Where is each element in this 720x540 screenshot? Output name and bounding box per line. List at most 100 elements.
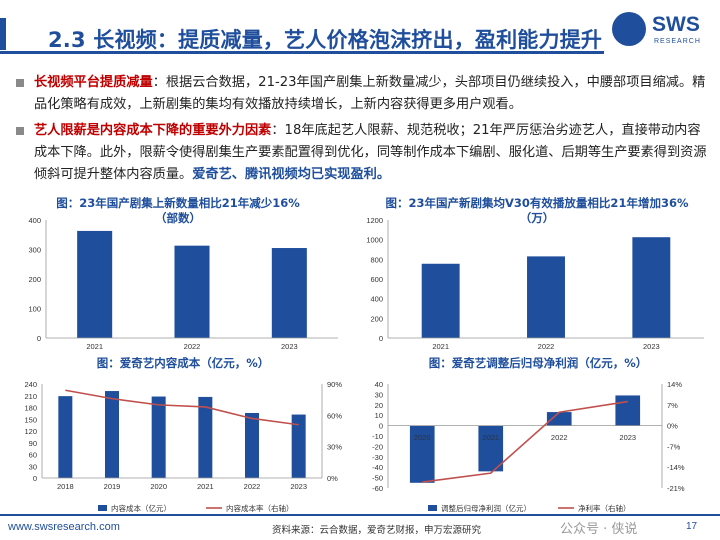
y-tick-label: 60 — [29, 451, 37, 460]
bar — [632, 237, 671, 338]
title-accent — [0, 18, 6, 50]
footer-source: 资料来源：云合数据，爱奇艺财报，申万宏源研究 — [272, 525, 482, 536]
y-tick-label: 600 — [370, 275, 383, 284]
y-tick-label: 0 — [379, 334, 383, 343]
y-tick-label: 1200 — [366, 216, 383, 225]
y-tick-label: 400 — [28, 216, 41, 225]
y-tick-label: 1000 — [366, 236, 383, 245]
y-tick-label: -20 — [372, 442, 383, 451]
x-tick-label: 2018 — [57, 482, 74, 491]
y-tick-label: 200 — [28, 275, 41, 284]
legend-bar-swatch — [98, 505, 107, 511]
chart-net-profit: 图：爱奇艺调整后归母净利润（亿元，%） -60 -50 -40 -30 -20 -10 0 1… — [362, 356, 714, 514]
y-tick-label: -50 — [372, 474, 383, 483]
y2-tick-label: 0% — [667, 422, 678, 431]
bar — [291, 414, 306, 478]
bullet-body: ：根据云合数据，21-23年国产剧集上新数量减少，头部项目仍继续投入，中腰部项目… — [34, 75, 706, 112]
y-tick-label: 90 — [29, 439, 37, 448]
y2-tick-label: -21% — [667, 484, 685, 493]
bullet-list: 长视频平台提质减量：根据云合数据，21-23年国产剧集上新数量减少，头部项目仍继… — [10, 72, 710, 190]
y-tick-label: 180 — [24, 404, 37, 413]
y-tick-label: 10 — [375, 411, 383, 420]
x-tick-label: 2023 — [281, 342, 298, 351]
bullet-item: 长视频平台提质减量：根据云合数据，21-23年国产剧集上新数量减少，头部项目仍继… — [10, 72, 710, 116]
x-tick-label: 2020 — [414, 433, 431, 442]
bar — [546, 412, 572, 426]
slide-header: 2.3 长视频：提质减量，艺人价格泡沫挤出，盈利能力提升 SWS RESEARC… — [0, 0, 720, 64]
y-tick-label: 20 — [375, 401, 383, 410]
x-tick-label: 2023 — [643, 342, 660, 351]
x-tick-label: 2021 — [86, 342, 103, 351]
chart-content-cost: 图：爱奇艺内容成本（亿元，%） 0 30 60 90 120 150 180 210 240 20… — [8, 356, 358, 514]
page-number: 17 — [686, 521, 698, 532]
bar — [174, 245, 210, 338]
chart-title: 图：爱奇艺内容成本（亿元，%） — [96, 356, 270, 370]
chart-drama-count: 图：23年国产剧集上新数量相比21年减少16%（部数） 0 100 200 300 40… — [8, 196, 348, 354]
y-tick-label: -60 — [372, 484, 383, 493]
bullet-lead: 艺人限薪是内容成本下降的重要外力因素 — [34, 123, 272, 138]
chart-title: 图：23年国产剧集上新数量相比21年减少16%（部数） — [56, 196, 300, 225]
x-tick-label: 2022 — [184, 342, 201, 351]
y2-tick-label: 30% — [327, 443, 342, 452]
y-tick-label: 210 — [24, 392, 37, 401]
y-tick-label: 100 — [28, 305, 41, 314]
legend-bar-swatch — [428, 505, 437, 511]
y-tick-label: -40 — [372, 463, 383, 472]
y-tick-label: 120 — [24, 427, 37, 436]
y-tick-label: 40 — [375, 380, 383, 389]
x-tick-label: 2022 — [551, 433, 568, 442]
footer-divider — [0, 514, 720, 516]
logo-globe-icon — [612, 12, 646, 46]
chart-svg: 0 200 400 600 800 1000 1200 2021 2022 2023 — [366, 216, 704, 351]
y-tick-label: 240 — [24, 380, 37, 389]
y-tick-label: 30 — [375, 390, 383, 399]
y-tick-label: 150 — [24, 415, 37, 424]
chart-episode-views: 图：23年国产新剧集均V30有效播放量相比21年增加36%（万） 0 200 400… — [362, 196, 712, 354]
y-tick-label: 300 — [28, 246, 41, 255]
y2-tick-label: 7% — [667, 401, 678, 410]
y-tick-label: 800 — [370, 255, 383, 264]
legend-line-label: 内容成本率（右轴） — [226, 503, 294, 513]
bar — [151, 396, 166, 478]
bullet-tail: 爱奇艺、腾讯视频均已实现盈利。 — [192, 167, 391, 182]
y-tick-label: 0 — [379, 422, 383, 431]
x-tick-label: 2021 — [197, 482, 214, 491]
y2-tick-label: 0% — [327, 474, 338, 483]
x-tick-label: 2023 — [619, 433, 636, 442]
y2-tick-label: 14% — [667, 380, 682, 389]
x-tick-label: 2021 — [482, 433, 499, 442]
sws-logo: SWS RESEARCH — [612, 12, 716, 52]
chart-svg: 0 30 60 90 120 150 180 210 240 2018 2019 2020 2021 20… — [24, 380, 342, 513]
y2-tick-label: -14% — [667, 463, 685, 472]
chart-title: 图：爱奇艺调整后归母净利润（亿元，%） — [428, 356, 648, 370]
bar — [421, 263, 460, 338]
legend-line-label: 净利率（右轴） — [578, 503, 631, 513]
bullet-body: ：18年底起艺人限薪、规范税收；21年严厉惩治劣迹艺人，直接带动内容成本下降。此… — [34, 123, 707, 182]
y-tick-label: 0 — [37, 334, 41, 343]
bar — [77, 230, 113, 338]
bar — [478, 425, 504, 472]
y-tick-label: 0 — [33, 474, 37, 483]
y2-tick-label: 90% — [327, 380, 342, 389]
logo-text: SWS — [652, 13, 700, 36]
x-tick-label: 2020 — [150, 482, 167, 491]
logo-subtext: RESEARCH — [654, 38, 701, 45]
bar — [58, 396, 73, 478]
footer-url: www.swsresearch.com — [8, 521, 120, 533]
series-line — [422, 400, 628, 483]
title-bar — [0, 14, 604, 54]
bullet-item: 艺人限薪是内容成本下降的重要外力因素：18年底起艺人限薪、规范税收；21年严厉惩… — [10, 120, 710, 186]
bar — [527, 256, 565, 338]
y-tick-label: -10 — [372, 432, 383, 441]
bar — [105, 391, 119, 478]
legend-bar-label: 内容成本（亿元） — [111, 503, 171, 513]
y-tick-label: 400 — [370, 295, 383, 304]
x-tick-label: 2021 — [432, 342, 449, 351]
y2-tick-label: -7% — [667, 442, 681, 451]
bullet-square-icon — [16, 127, 24, 135]
legend-bar-label: 调整后归母净利润（亿元） — [441, 503, 531, 513]
bar — [271, 248, 307, 338]
x-tick-label: 2022 — [244, 482, 261, 491]
chart-svg: 0 100 200 300 400 2021 2022 2023 — [28, 216, 338, 351]
